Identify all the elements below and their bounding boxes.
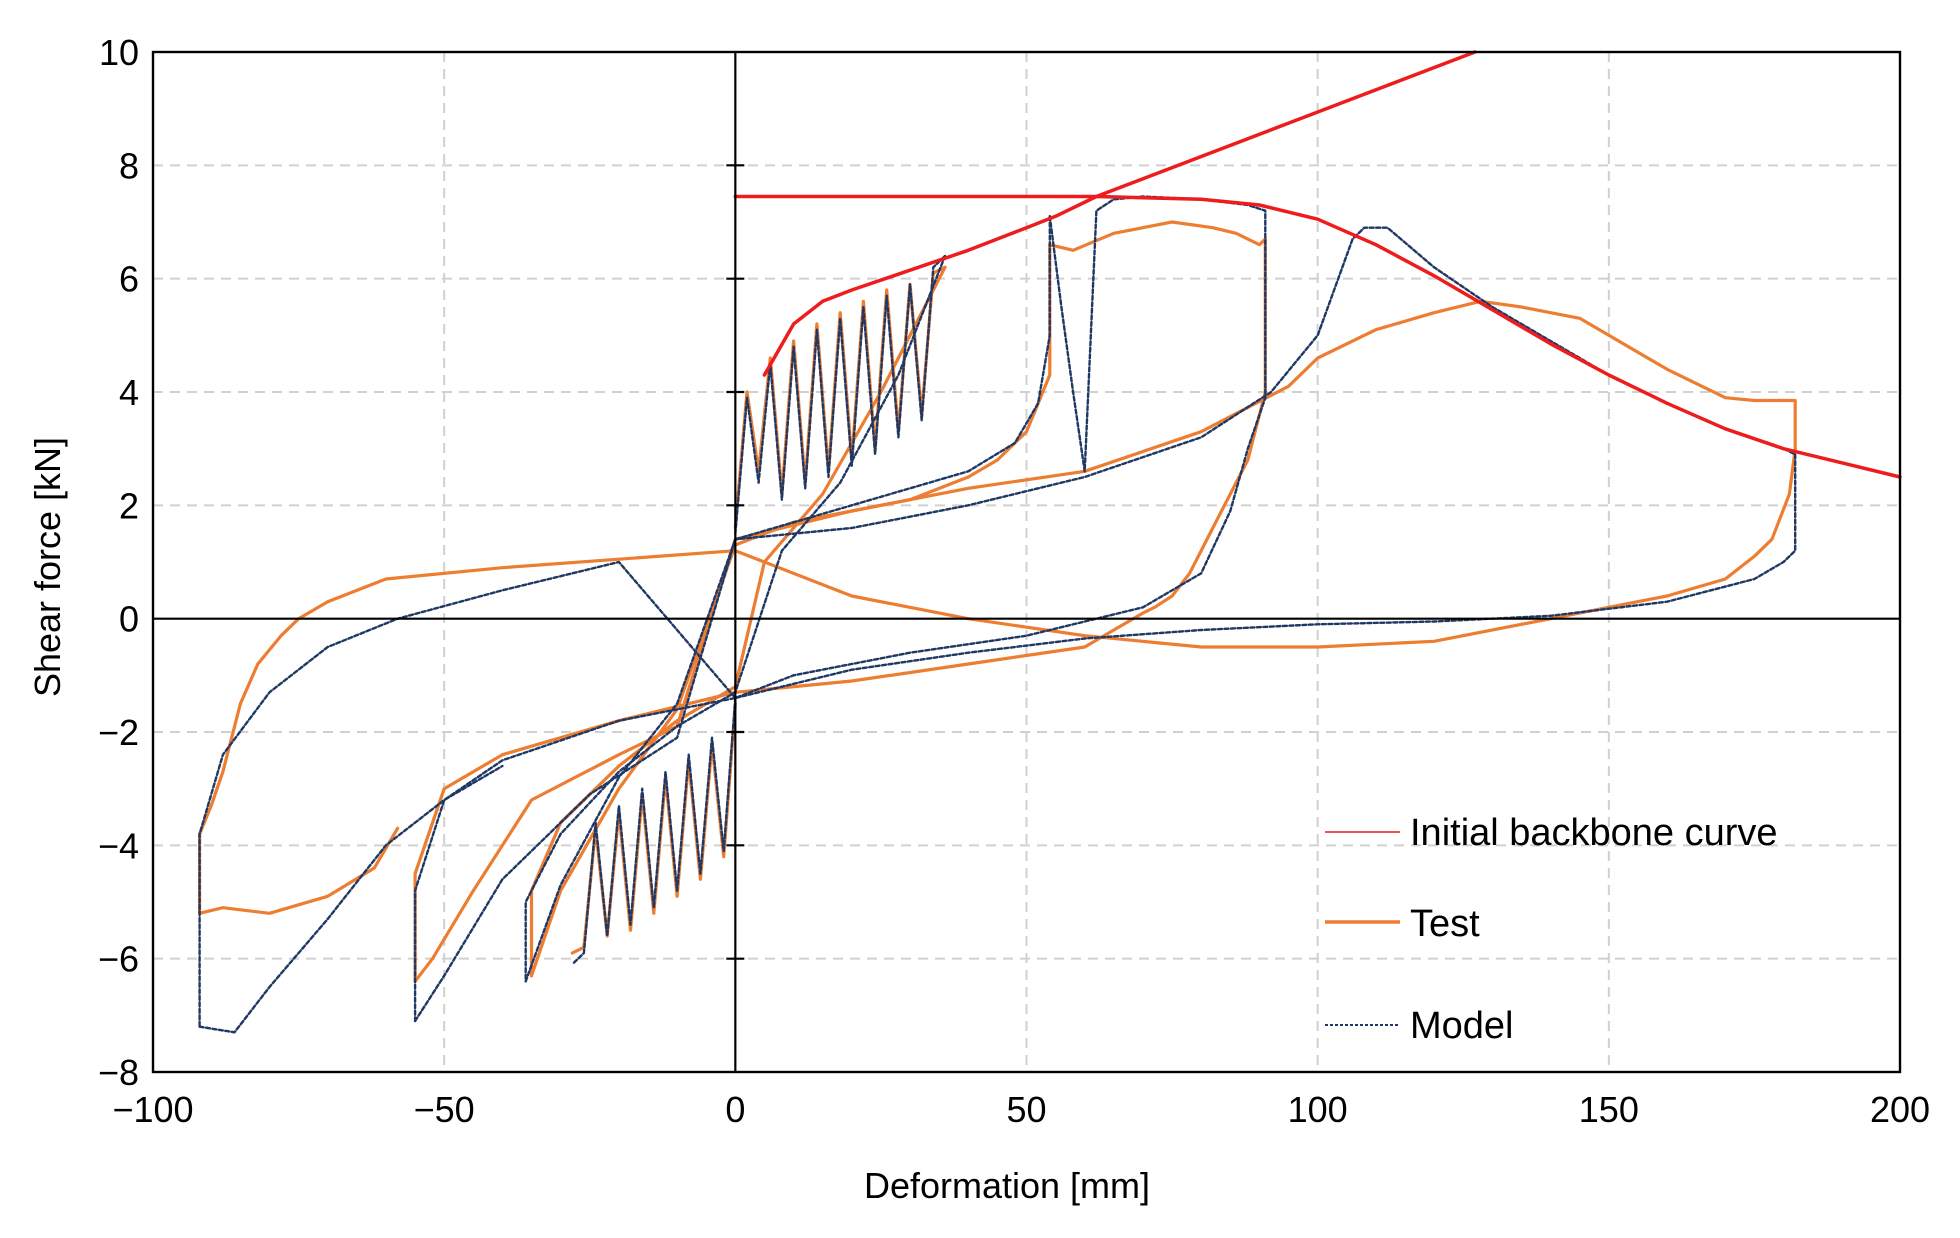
x-tick-label-4: 100 [1288, 1089, 1348, 1130]
series-1-segment-2 [529, 265, 947, 978]
series-0-segment-2 [1094, 50, 1477, 199]
series-0-segment-1 [762, 194, 1902, 479]
y-tick-label-2: −4 [98, 825, 139, 866]
x-tick-label-1: −50 [414, 1089, 475, 1130]
y-tick-label-6: 4 [119, 372, 139, 413]
series-model [198, 195, 1797, 1034]
series-2-segment-4 [413, 195, 1267, 1023]
legend-label-model: Model [1410, 1005, 1514, 1047]
y-tick-label-8: 8 [119, 145, 139, 186]
x-tick-label-3: 50 [1006, 1089, 1046, 1130]
series-initial-backbone-curve [733, 50, 1902, 479]
legend-label-test: Test [1410, 903, 1480, 945]
y-tick-label-1: −6 [98, 939, 139, 980]
grid [153, 52, 1900, 1072]
series-2-segment-6 [198, 305, 1797, 1028]
x-tick-label-0: −100 [112, 1089, 193, 1130]
y-axis-title: Shear force [kN] [27, 437, 68, 697]
series-2-segment-1 [571, 696, 737, 966]
y-tick-label-0: −8 [98, 1052, 139, 1093]
series-1-segment-5 [413, 299, 1797, 983]
y-tick-label-4: 0 [119, 599, 139, 640]
y-tick-label-5: 2 [119, 485, 139, 526]
y-tick-label-7: 6 [119, 259, 139, 300]
tick-labels: −100 −50 0 50 100 150 200 −8 −6 −4 −2 0 2 4 6 8 10 [98, 32, 1930, 1130]
series-layer [198, 50, 1902, 1034]
series-2-segment-2 [524, 254, 947, 983]
legend-label-backbone: Initial backbone curve [1410, 812, 1778, 854]
x-tick-label-2: 0 [725, 1089, 745, 1130]
legend: Initial backbone curve Test Model [1325, 812, 1778, 1047]
plot-frame [151, 50, 1902, 1074]
series-test [198, 220, 1797, 983]
x-axis-title: Deformation [mm] [864, 1165, 1150, 1206]
y-tick-label-3: −2 [98, 712, 139, 753]
series-2-segment-5 [413, 226, 1494, 1023]
series-1-segment-7 [198, 826, 400, 915]
series-1-segment-3 [529, 243, 1052, 978]
series-2-segment-7 [198, 764, 504, 1034]
axes [151, 50, 1902, 1074]
x-tick-label-6: 200 [1870, 1089, 1930, 1130]
x-tick-label-5: 150 [1579, 1089, 1639, 1130]
series-2-segment-0 [734, 254, 947, 535]
series-2-segment-3 [524, 215, 1052, 983]
y-tick-label-9: 10 [99, 32, 139, 73]
series-1-segment-6 [198, 447, 1797, 915]
